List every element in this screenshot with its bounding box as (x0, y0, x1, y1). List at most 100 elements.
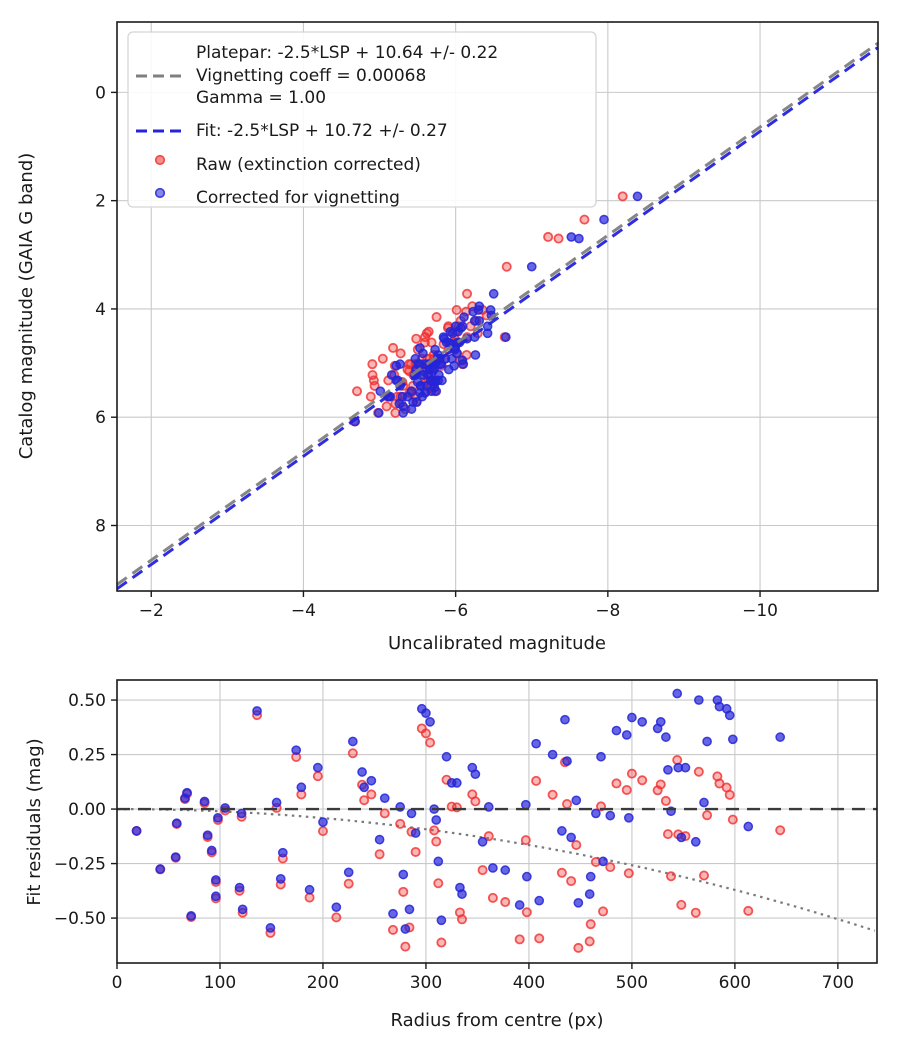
scatter-point-corrected (596, 751, 606, 762)
scatter-point-corrected (661, 732, 671, 742)
y-tick-label: 2 (95, 192, 106, 212)
legend-label: Platepar: -2.5*LSP + 10.64 +/- 0.22 (196, 43, 498, 63)
y-tick-label: 0 (95, 83, 106, 103)
scatter-point-corrected (234, 882, 245, 893)
scatter-point-corrected (415, 343, 425, 353)
scatter-point-corrected (277, 847, 288, 858)
scatter-point-raw (352, 386, 363, 397)
corrected-marker-legend-swatch (154, 187, 166, 199)
x-tick-label: 100 (204, 973, 236, 993)
scatter-point-corrected (571, 795, 582, 806)
scatter-point-corrected (265, 923, 276, 933)
scatter-point-corrected (573, 897, 584, 908)
x-tick-label: 200 (307, 973, 339, 993)
scatter-point-raw (743, 905, 754, 916)
scatter-point-raw (690, 907, 701, 918)
scatter-point-corrected (470, 350, 481, 360)
scatter-point-corrected (430, 344, 440, 355)
scatter-point-corrected (534, 895, 545, 906)
scatter-point-raw (543, 231, 554, 242)
x-tick-label: −2 (139, 601, 164, 621)
scatter-point-corrected (379, 793, 390, 804)
scatter-point-raw (367, 359, 378, 370)
scatter-point-corrected (775, 732, 786, 742)
scatter-point-corrected (443, 364, 454, 375)
scatter-point-corrected (727, 734, 738, 745)
scatter-point-raw (623, 868, 634, 879)
x-tick-label: 300 (410, 973, 442, 993)
legend-entry: Fit: -2.5*LSP + 10.72 +/- 0.27 (136, 121, 448, 141)
scatter-point-corrected (131, 826, 142, 836)
scatter-point-raw (666, 871, 677, 882)
scatter-point-raw (662, 829, 673, 840)
scatter-point-corrected (388, 908, 398, 919)
scatter-point-corrected (488, 288, 499, 299)
scatter-point-corrected (663, 764, 673, 775)
y-tick-label: 6 (95, 408, 106, 428)
scatter-point-corrected (724, 710, 735, 721)
scatter-point-corrected (275, 873, 286, 884)
scatter-point-corrected (655, 717, 666, 727)
scatter-point-corrected (520, 799, 531, 810)
scatter-point-raw (420, 728, 431, 739)
scatter-point-raw (579, 214, 590, 225)
scatter-point-corrected (470, 769, 481, 780)
scatter-point-raw (702, 810, 713, 821)
scatter-point-corrected (211, 875, 221, 885)
scatter-point-corrected (522, 871, 532, 882)
legend-entry: Raw (extinction corrected) (154, 154, 421, 175)
scatter-point-corrected (395, 359, 405, 370)
scatter-point-raw (398, 886, 409, 897)
scatter-point-raw (660, 795, 671, 806)
legend-box (127, 31, 597, 208)
y-tick-label: −0.25 (54, 855, 106, 875)
scatter-point-raw (359, 795, 370, 806)
scatter-point-corrected (171, 818, 182, 829)
scatter-point-corrected (211, 891, 221, 902)
top-x-axis-label: Uncalibrated magnitude (388, 633, 606, 654)
scatter-point-corrected (398, 869, 409, 880)
scatter-point-raw (331, 912, 342, 923)
scatter-point-raw (304, 892, 315, 903)
scatter-point-raw (547, 789, 558, 800)
y-tick-label: 0.25 (68, 746, 106, 766)
scatter-point-corrected (182, 787, 192, 798)
scatter-point-raw (724, 789, 735, 800)
scatter-point-corrected (291, 745, 302, 756)
calibration-points (349, 191, 643, 427)
scatter-point-raw (451, 305, 462, 316)
scatter-point-raw (429, 825, 440, 836)
x-tick-label: −6 (443, 601, 468, 621)
y-tick-label: −0.50 (54, 909, 106, 929)
scatter-point-corrected (437, 375, 447, 386)
scatter-point-raw (672, 754, 683, 765)
plot-border (116, 679, 878, 964)
scatter-point-corrected (237, 904, 248, 915)
scatter-point-raw (531, 775, 542, 786)
scatter-point-corrected (451, 778, 462, 788)
scatter-point-corrected (469, 315, 480, 326)
scatter-point-raw (431, 312, 442, 323)
scatter-point-corrected (477, 836, 488, 847)
x-tick-label: 400 (513, 973, 545, 993)
scatter-point-corrected (485, 305, 496, 315)
scatter-point-raw (431, 836, 442, 847)
bottom-y-axis-label: Fit residuals (mag) (24, 738, 45, 905)
scatter-point-corrected (447, 328, 458, 339)
residuals-chart: 0 100 200 300 400 500 600 700 0.50 0.25 0.00 −0.25 −… (54, 679, 878, 993)
scatter-point-raw (366, 789, 377, 800)
scatter-point-corrected (155, 864, 166, 874)
scatter-point-raw (483, 831, 494, 842)
scatter-point-raw (637, 775, 648, 786)
scatter-point-raw (421, 328, 432, 339)
bottom-x-axis-label: Radius from centre (px) (390, 1010, 603, 1031)
legend: Platepar: -2.5*LSP + 10.64 +/- 0.22 Vigne… (127, 31, 597, 208)
scatter-point-raw (395, 818, 406, 829)
scatter-point-corrected (598, 856, 608, 867)
scatter-point-corrected (359, 782, 370, 793)
x-tick-label: 500 (616, 973, 648, 993)
x-tick-label: −10 (742, 601, 778, 621)
scatter-point-corrected (374, 834, 385, 845)
scatter-point-corrected (702, 736, 712, 747)
